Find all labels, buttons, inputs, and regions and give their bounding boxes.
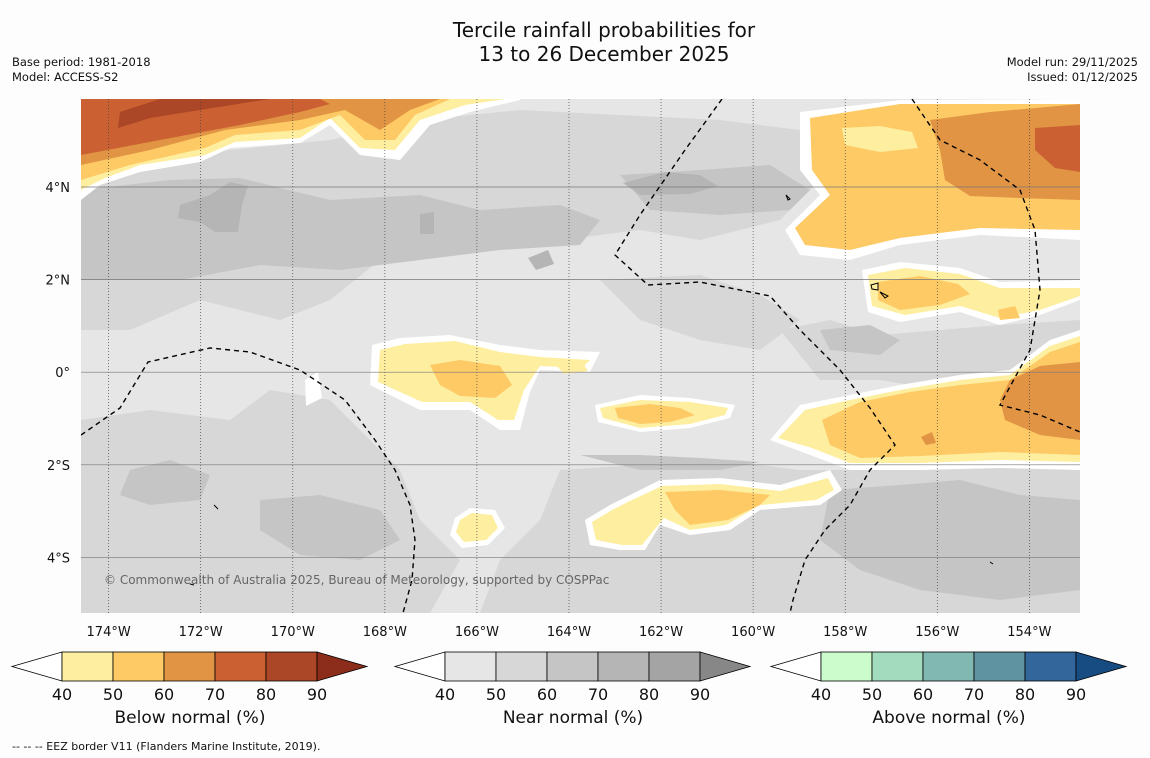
- colorbar-cell: [546, 651, 599, 682]
- colorbar-lower-extend: [393, 651, 446, 682]
- colorbar-cell: [973, 651, 1026, 682]
- colorbar-near: 40 50 60 70 80 90: [393, 651, 752, 704]
- below-normal-2n-patch: [862, 262, 1080, 325]
- lon-tick-label: 162°W: [639, 625, 683, 640]
- colorbar-label-near: Near normal (%): [502, 708, 644, 728]
- colorbar-cell: [112, 651, 165, 682]
- colorbar-cell: [820, 651, 873, 682]
- colorbar-label-below: Below normal (%): [114, 708, 266, 728]
- meta-left: Base period: 1981-2018 Model: ACCESS-S2: [12, 55, 151, 85]
- lat-tick-label: 4°S: [47, 551, 70, 566]
- below-normal-south: [450, 470, 842, 550]
- colorbar-upper-extend: [699, 651, 752, 682]
- lat-tick-label: 2°N: [46, 274, 71, 289]
- colorbar-cell: [922, 651, 975, 682]
- colorbar-cell: [648, 651, 701, 682]
- islands: [189, 194, 994, 586]
- colorbar-cell: [265, 651, 318, 682]
- lon-tick-label: 156°W: [915, 625, 959, 640]
- colorbar-tick-label: 60: [154, 685, 174, 704]
- colorbar-tick-label: 90: [1066, 685, 1086, 704]
- colorbar-tick-label: 50: [486, 685, 506, 704]
- colorbar-tick-label: 40: [811, 685, 831, 704]
- colorbar-lower-extend: [769, 651, 822, 682]
- lat-tick-label: 4°N: [46, 181, 71, 196]
- colorbar-upper-extend: [316, 651, 369, 682]
- colorbar-cell: [495, 651, 548, 682]
- below-normal-right-equator: [770, 330, 1080, 470]
- colorbar-cell: [871, 651, 924, 682]
- colorbar-below: 40 50 60 70 80 90: [10, 651, 369, 704]
- below-normal-center: [595, 395, 735, 432]
- colorbar-label-above: Above normal (%): [872, 708, 1026, 728]
- lon-tick-label: 160°W: [731, 625, 775, 640]
- below-normal-top-left: [81, 99, 520, 200]
- model-name: Model: ACCESS-S2: [12, 70, 119, 84]
- footer-note: -- -- -- EEZ border V11 (Flanders Marine…: [12, 740, 321, 753]
- base-period: Base period: 1981-2018: [12, 55, 151, 69]
- title-line-1: Tercile rainfall probabilities for: [452, 18, 756, 42]
- colorbar-tick-label: 80: [1015, 685, 1035, 704]
- lon-tick-label: 174°W: [87, 625, 131, 640]
- colorbars: 40 50 60 70 80 90 40 50 60 70 80 90 40 50 60 70 80 90: [10, 651, 1128, 704]
- colorbar-tick-label: 40: [435, 685, 455, 704]
- colorbar-tick-label: 50: [862, 685, 882, 704]
- colorbar-tick-label: 80: [639, 685, 659, 704]
- colorbar-tick-label: 40: [52, 685, 72, 704]
- colorbar-tick-label: 70: [964, 685, 984, 704]
- colorbar-tick-label: 70: [205, 685, 225, 704]
- eez-border-central: [614, 99, 896, 613]
- colorbar-tick-label: 70: [588, 685, 608, 704]
- model-run: Model run: 29/11/2025: [1006, 55, 1138, 69]
- colorbar-cell: [214, 651, 267, 682]
- meta-right: Model run: 29/11/2025 Issued: 01/12/2025: [1007, 55, 1138, 85]
- map-area: © Commonwealth of Australia 2025, Bureau…: [81, 99, 1080, 613]
- lon-tick-label: 170°W: [271, 625, 315, 640]
- colorbar-cell: [1024, 651, 1077, 682]
- below-normal-equator-left: [370, 335, 600, 430]
- colorbar-tick-label: 50: [103, 685, 123, 704]
- lat-tick-label: 2°S: [47, 459, 70, 474]
- colorbar-above: 40 50 60 70 80 90: [769, 651, 1128, 704]
- copyright-text: © Commonwealth of Australia 2025, Bureau…: [104, 573, 609, 587]
- eez-borders: [81, 99, 1080, 613]
- lon-tick-label: 166°W: [455, 625, 499, 640]
- eez-border-east: [911, 99, 1080, 433]
- colorbar-cell: [444, 651, 497, 682]
- lon-tick-label: 154°W: [1007, 625, 1051, 640]
- colorbar-cell: [597, 651, 650, 682]
- white-spot: [305, 372, 322, 406]
- lon-tick-label: 168°W: [363, 625, 407, 640]
- colorbar-tick-label: 60: [913, 685, 933, 704]
- lon-tick-label: 164°W: [547, 625, 591, 640]
- colorbar-tick-label: 90: [690, 685, 710, 704]
- colorbar-lower-extend: [10, 651, 63, 682]
- graticule: [81, 99, 1080, 613]
- eez-border-west: [81, 347, 416, 613]
- chart-title: Tercile rainfall probabilities for 13 to…: [0, 18, 1150, 66]
- title-line-2: 13 to 26 December 2025: [478, 42, 730, 66]
- lon-tick-label: 172°W: [179, 625, 223, 640]
- colorbar-tick-label: 60: [537, 685, 557, 704]
- colorbar-upper-extend: [1075, 651, 1128, 682]
- colorbar-tick-label: 80: [256, 685, 276, 704]
- colorbar-cell: [163, 651, 216, 682]
- lon-tick-label: 158°W: [823, 625, 867, 640]
- axis-labels: 174°W 172°W 170°W 168°W 166°W 164°W 162°W 160°W…: [46, 181, 1052, 640]
- issued-date: Issued: 01/12/2025: [1027, 70, 1138, 84]
- lat-tick-label: 0°: [55, 366, 70, 381]
- near-normal-70-regions: [178, 172, 718, 270]
- colorbar-cell: [61, 651, 114, 682]
- colorbar-tick-label: 90: [307, 685, 327, 704]
